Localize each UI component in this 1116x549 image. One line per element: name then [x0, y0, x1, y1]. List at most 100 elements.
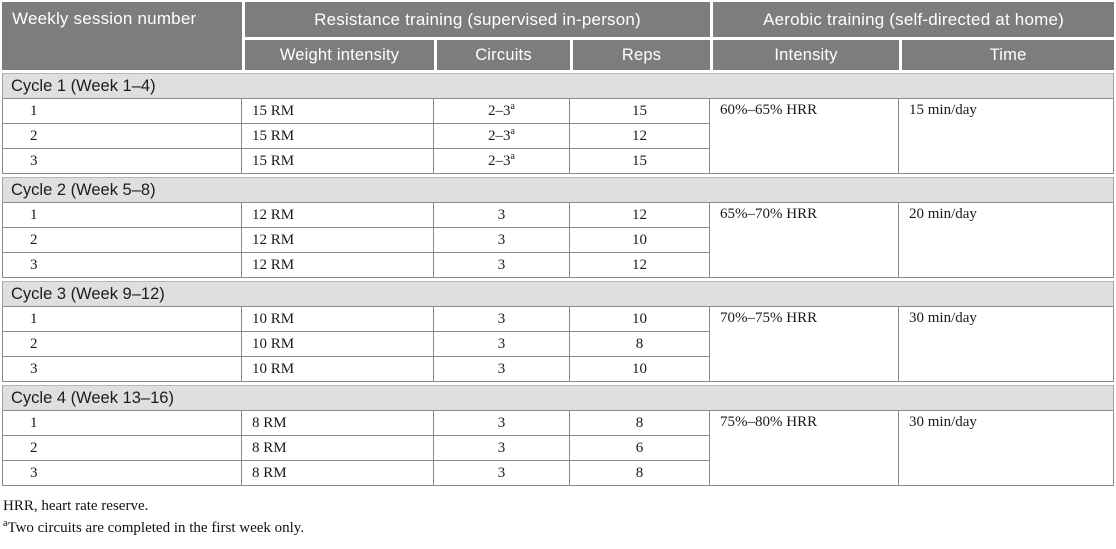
- row-gap: [2, 70, 1115, 73]
- cell-weight-intensity: 15 RM: [242, 149, 434, 174]
- circuits-value: 3: [497, 231, 506, 248]
- table-row: 3 12 RM 3 12: [2, 253, 1114, 278]
- header-weekly-session-number: Weekly session number: [2, 2, 242, 70]
- cell-circuits: 3: [434, 228, 570, 253]
- cell-session-number: 1: [2, 99, 242, 124]
- header-time: Time: [899, 37, 1115, 70]
- cycle-4-label: Cycle 4 (Week 13–16): [2, 385, 1115, 411]
- cell-reps: 12: [570, 124, 711, 149]
- footnote-text: HRR, heart rate reserve.: [3, 498, 149, 514]
- table-row: 3 15 RM 2–3a 15: [2, 149, 1114, 174]
- footnote-circuits: aTwo circuits are completed in the first…: [3, 517, 1114, 539]
- table-row: 1 10 RM 3 10 70%–75% HRR 30 min/day: [2, 307, 1115, 382]
- cell-circuits: 3: [434, 357, 570, 382]
- cycle-band-row: Cycle 2 (Week 5–8): [2, 177, 1115, 203]
- cell-circuits: 3: [434, 307, 570, 332]
- cell-session-number: 3: [2, 461, 242, 486]
- circuits-value: 2–3: [488, 102, 511, 119]
- cell-session-number: 2: [2, 228, 242, 253]
- cell-circuits: 3: [434, 436, 570, 461]
- cell-circuits: 2–3a: [434, 124, 570, 149]
- circuits-value: 2–3: [488, 127, 511, 144]
- cycle-2-label: Cycle 2 (Week 5–8): [2, 177, 1115, 203]
- cell-aerobic-intensity: 75%–80% HRR: [710, 411, 900, 486]
- cell-session-number: 1: [2, 203, 242, 228]
- cell-weight-intensity: 15 RM: [242, 99, 434, 124]
- cell-weight-intensity: 8 RM: [242, 461, 434, 486]
- table-row: 1 12 RM 3 12 65%–70% HRR 20 min/day: [2, 203, 1115, 278]
- cell-reps: 6: [570, 436, 711, 461]
- circuits-value: 2–3: [488, 152, 511, 169]
- cell-circuits: 2–3a: [434, 99, 570, 124]
- cycle-band-row: Cycle 4 (Week 13–16): [2, 385, 1115, 411]
- table-row: 1 8 RM 3 8 75%–80% HRR 30 min/day: [2, 411, 1115, 486]
- header-weight-intensity: Weight intensity: [242, 37, 434, 70]
- table-footnotes: HRR, heart rate reserve. aTwo circuits a…: [3, 495, 1114, 539]
- cell-weight-intensity: 12 RM: [242, 253, 434, 278]
- footnote-marker: a: [3, 518, 8, 530]
- table-row: 1 15 RM 2–3a 15 60%–65% HRR 15 min/day: [2, 99, 1115, 174]
- circuits-footnote-marker: a: [510, 100, 515, 112]
- cell-reps: 12: [570, 253, 711, 278]
- cell-weight-intensity: 10 RM: [242, 332, 434, 357]
- circuits-value: 3: [497, 256, 506, 273]
- cell-circuits: 2–3a: [434, 149, 570, 174]
- header-group-resistance-training: Resistance training (supervised in-perso…: [242, 2, 711, 37]
- table-row: 2 15 RM 2–3a 12: [2, 124, 1114, 149]
- cell-reps: 10: [570, 307, 711, 332]
- cell-weight-intensity: 8 RM: [242, 436, 434, 461]
- cell-reps: 12: [570, 203, 711, 228]
- table-row: 3 8 RM 3 8: [2, 461, 1114, 486]
- cell-weight-intensity: 12 RM: [242, 203, 434, 228]
- cell-weight-intensity: 8 RM: [242, 411, 434, 436]
- footnote-hrr: HRR, heart rate reserve.: [3, 495, 1114, 517]
- cell-weight-intensity: 12 RM: [242, 228, 434, 253]
- table-row: 2 8 RM 3 6: [2, 436, 1114, 461]
- cell-session-number: 1: [2, 411, 242, 436]
- training-protocol-table: Weekly session number Resistance trainin…: [2, 2, 1115, 486]
- header-circuits: Circuits: [434, 37, 570, 70]
- cell-session-number: 2: [2, 436, 242, 461]
- cycle-3-label: Cycle 3 (Week 9–12): [2, 281, 1115, 307]
- circuits-value: 3: [497, 439, 506, 456]
- circuits-value: 3: [497, 335, 506, 352]
- cell-session-number: 3: [2, 357, 242, 382]
- circuits-footnote-marker: a: [510, 150, 515, 162]
- header-group-aerobic-training: Aerobic training (self-directed at home): [710, 2, 1115, 37]
- cell-reps: 10: [570, 357, 711, 382]
- cell-session-number: 3: [2, 149, 242, 174]
- cycle-band-row: Cycle 1 (Week 1–4): [2, 73, 1115, 99]
- table-row: 3 10 RM 3 10: [2, 357, 1114, 382]
- cell-circuits: 3: [434, 411, 570, 436]
- cell-weight-intensity: 10 RM: [242, 357, 434, 382]
- cell-weight-intensity: 10 RM: [242, 307, 434, 332]
- row-gap: [2, 278, 1115, 281]
- cell-circuits: 3: [434, 461, 570, 486]
- cell-reps: 15: [570, 149, 711, 174]
- row-gap: [2, 174, 1115, 177]
- circuits-value: 3: [497, 206, 506, 223]
- row-gap: [2, 382, 1115, 385]
- circuits-value: 3: [497, 360, 506, 377]
- cell-reps: 8: [570, 461, 711, 486]
- table-row: 2 10 RM 3 8: [2, 332, 1114, 357]
- circuits-value: 3: [497, 414, 506, 431]
- cell-session-number: 2: [2, 124, 242, 149]
- cell-session-number: 2: [2, 332, 242, 357]
- header-intensity: Intensity: [710, 37, 900, 70]
- footnote-text: Two circuits are completed in the first …: [7, 520, 305, 537]
- cell-circuits: 3: [434, 203, 570, 228]
- cell-reps: 8: [570, 332, 711, 357]
- cell-aerobic-time: 20 min/day: [899, 203, 1115, 278]
- circuits-value: 3: [497, 310, 506, 327]
- cell-session-number: 1: [2, 307, 242, 332]
- cell-aerobic-intensity: 70%–75% HRR: [710, 307, 900, 382]
- circuits-footnote-marker: a: [510, 125, 515, 137]
- table-row: 2 12 RM 3 10: [2, 228, 1114, 253]
- cell-reps: 10: [570, 228, 711, 253]
- cycle-1-label: Cycle 1 (Week 1–4): [2, 73, 1115, 99]
- cell-aerobic-time: 30 min/day: [899, 307, 1115, 382]
- cycle-band-row: Cycle 3 (Week 9–12): [2, 281, 1115, 307]
- cell-aerobic-intensity: 65%–70% HRR: [710, 203, 900, 278]
